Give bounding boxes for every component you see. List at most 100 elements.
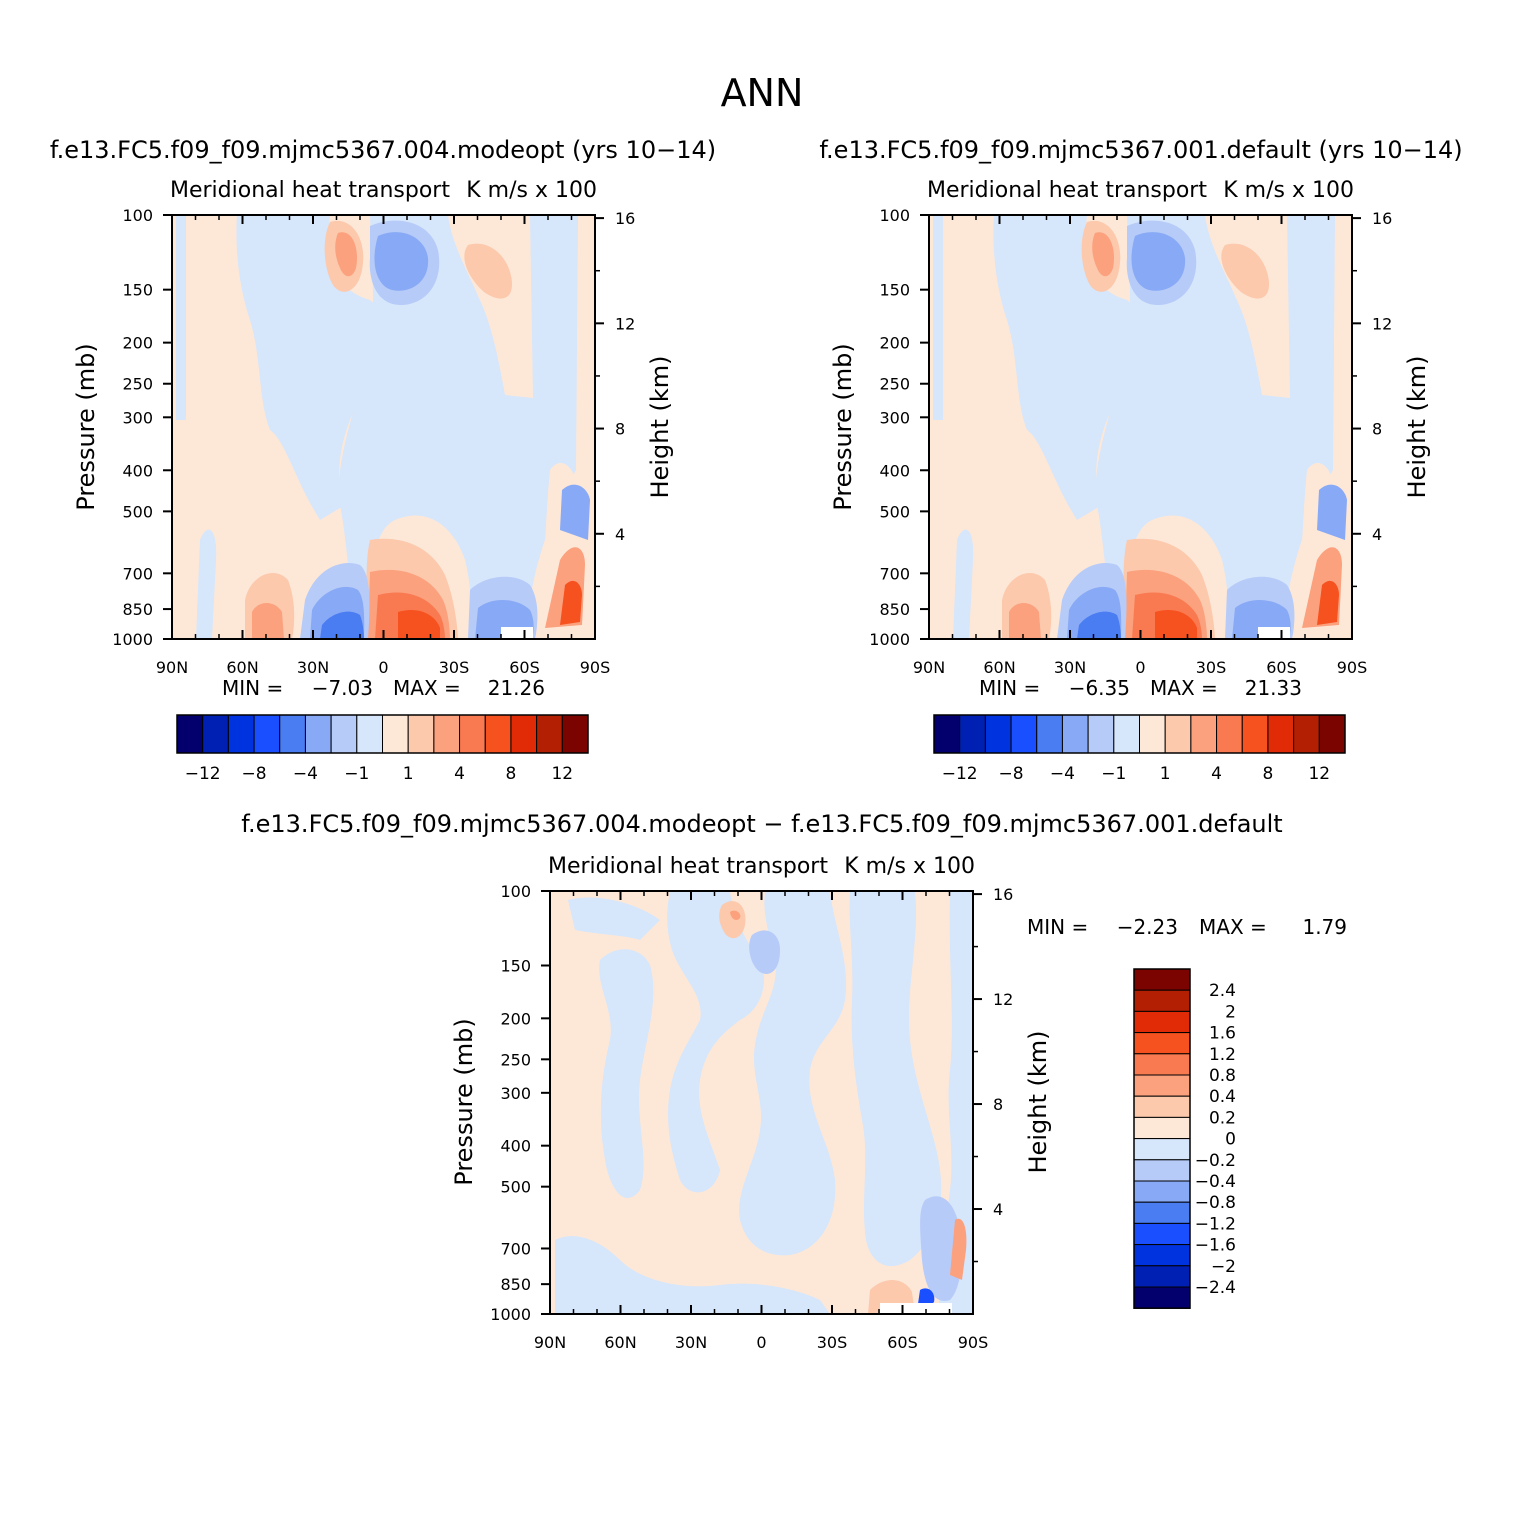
contour-fill-positive-mid (335, 232, 358, 277)
x-tick-label: 30S (817, 1333, 848, 1352)
colorbar-swatch (1190, 714, 1218, 754)
y2-tick-label: 4 (615, 525, 625, 544)
colorbar-swatch (959, 714, 986, 754)
colorbar-swatch (1133, 1138, 1191, 1161)
colorbar-swatch (1133, 1222, 1191, 1246)
colorbar-swatch (1293, 714, 1320, 754)
contour-fill-negative-weak (176, 215, 186, 420)
colorbar: 2.421.61.20.80.40.20−0.2−0.4−0.8−1.2−1.6… (1133, 968, 1236, 1309)
x-tick-label: 0 (378, 658, 388, 677)
colorbar-swatch (1133, 1032, 1191, 1055)
y2-axis-label: Height (km) (1024, 1031, 1052, 1174)
x-tick-label: 60S (509, 658, 540, 677)
colorbar-swatch (356, 714, 383, 754)
x-tick-label: 60S (1266, 658, 1297, 677)
y2-tick-label: 12 (993, 990, 1013, 1009)
y-tick-label: 100 (122, 206, 153, 225)
colorbar-swatch (1267, 714, 1295, 754)
x-tick-label: 90S (958, 1333, 989, 1352)
colorbar-label: 0.2 (1209, 1108, 1236, 1128)
colorbar-swatch (1133, 1244, 1191, 1267)
min-value: −2.23 (1117, 915, 1178, 939)
y-tick-label: 500 (122, 502, 153, 521)
colorbar-label: −8 (999, 764, 1024, 784)
contour-fill-negative-weak (849, 892, 942, 1267)
x-tick-label: 30N (1054, 658, 1086, 677)
contour-fill-negative-weak (599, 949, 654, 1199)
colorbar: −12 −8 −4 −1 1 4 8 12 (933, 714, 1346, 784)
colorbar-label: −0.2 (1195, 1151, 1236, 1171)
colorbar-swatch (253, 714, 281, 754)
x-tick-label: 0 (1135, 658, 1145, 677)
colorbar-swatch (484, 714, 512, 754)
colorbar-swatch (1133, 968, 1191, 991)
contour-fill-negative-mid (374, 232, 429, 291)
y-tick-label: 850 (122, 600, 153, 619)
y-axis-label: Pressure (mb) (829, 343, 857, 510)
x-tick-label: 90N (534, 1333, 566, 1352)
colorbar-label: −4 (1050, 764, 1075, 784)
y-axis-label: Pressure (mb) (72, 343, 100, 510)
panel-title: f.e13.FC5.f09_f09.mjmc5367.004.modeopt −… (241, 810, 1282, 838)
axis-ticks: 90N 60N 30N 0 30S 60S 90S 100 150 200 250 300 400 500… (869, 206, 1392, 677)
min-label: MIN = (979, 676, 1040, 700)
colorbar-label: 0.8 (1209, 1066, 1236, 1086)
colorbar-label: 4 (1211, 764, 1222, 784)
min-value: −7.03 (312, 676, 373, 700)
colorbar-swatch (382, 714, 409, 754)
contour-fill-negative-weak (739, 892, 847, 1256)
contour-fill-positive-light (464, 243, 513, 299)
colorbar-label: −0.8 (1195, 1193, 1236, 1213)
contour-fill-negative-mid (1131, 232, 1186, 291)
max-label: MAX = (393, 676, 461, 700)
min-label: MIN = (222, 676, 283, 700)
y-tick-label: 250 (879, 375, 910, 394)
contour-fill-positive-mid (950, 1218, 967, 1280)
colorbar-label: −4 (293, 764, 318, 784)
left-string: Meridional heat transport (548, 854, 828, 879)
y-tick-label: 150 (500, 956, 531, 975)
contour-fill-positive-mid (1009, 603, 1041, 639)
contour-fill-positive-mid (730, 910, 741, 920)
y2-tick-label: 16 (1372, 209, 1392, 228)
colorbar-swatch (279, 714, 306, 754)
y-tick-label: 150 (122, 281, 153, 300)
colorbar-label: −12 (185, 764, 221, 784)
left-string: Meridional heat transport (927, 178, 1207, 203)
y2-tick-label: 12 (1372, 314, 1392, 333)
contour-fill-positive-strong (398, 609, 440, 639)
colorbar-label: −0.4 (1195, 1172, 1236, 1192)
colorbar-label: 1 (403, 764, 414, 784)
colorbar-swatch (433, 714, 461, 754)
y2-tick-label: 8 (1372, 420, 1382, 439)
panel-difference: f.e13.FC5.f09_f09.mjmc5367.004.modeopt −… (241, 810, 1347, 1352)
y-tick-label: 1000 (869, 630, 910, 649)
axis-ticks: 90N 60N 30N 0 30S 60S 90S 100 150 200 250 300 400 500… (112, 206, 635, 677)
panel-default: f.e13.FC5.f09_f09.mjmc5367.001.default (… (819, 136, 1462, 784)
y-tick-label: 300 (879, 408, 910, 427)
x-tick-label: 90S (1337, 658, 1368, 677)
y-tick-label: 300 (122, 408, 153, 427)
colorbar-swatch (202, 714, 229, 754)
y2-tick-label: 4 (1372, 525, 1382, 544)
colorbar-label: −1 (1101, 764, 1126, 784)
y-tick-label: 100 (879, 206, 910, 225)
contour-fill-negative-weak (236, 215, 393, 520)
colorbar-label: 4 (454, 764, 465, 784)
colorbar-label: 2.4 (1209, 981, 1236, 1001)
colorbar-swatch (1133, 1201, 1191, 1224)
colorbar-label: 8 (1263, 764, 1274, 784)
y-tick-label: 1000 (490, 1305, 531, 1324)
colorbar-swatch (1133, 1180, 1191, 1203)
left-string: Meridional heat transport (170, 178, 450, 203)
contour-fill-negative-weak (953, 529, 974, 639)
contour-fill-negative-weak (933, 215, 943, 420)
contour-fill-negative-weak (196, 529, 217, 639)
y2-tick-label: 4 (993, 1200, 1003, 1219)
max-value: 21.26 (488, 676, 545, 700)
colorbar-label: −1.6 (1195, 1236, 1236, 1256)
right-string: K m/s x 100 (1223, 178, 1354, 203)
contour-fill-positive-strong (1317, 580, 1339, 625)
x-tick-label: 0 (756, 1333, 766, 1352)
